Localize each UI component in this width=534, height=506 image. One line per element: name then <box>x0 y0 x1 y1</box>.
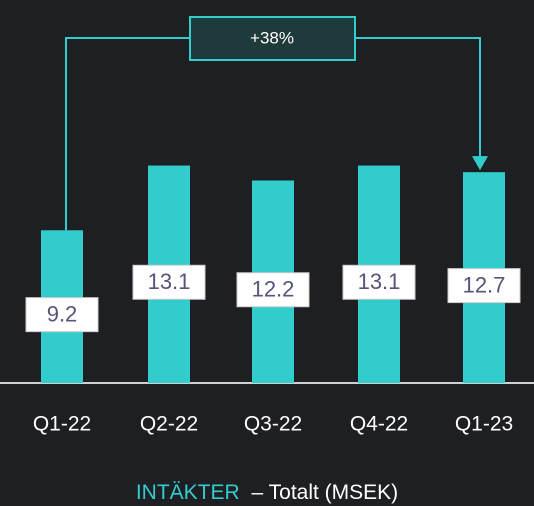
x-tick-label: Q2-22 <box>140 413 198 436</box>
annotation-box <box>189 16 356 61</box>
x-tick-label: Q1-22 <box>33 413 91 436</box>
series-label: INTÄKTER <box>136 481 240 504</box>
value-label: 13.1 <box>358 269 401 294</box>
value-label: 9.2 <box>47 301 78 326</box>
connector <box>355 37 481 161</box>
connector <box>65 37 190 231</box>
value-label-box <box>132 264 206 300</box>
value-label-box <box>342 264 416 300</box>
x-tick-label: Q3-22 <box>244 413 302 436</box>
axis-title: INTÄKTER – Totalt (MSEK) <box>136 481 398 504</box>
axis-label: – Totalt (MSEK) <box>252 481 399 504</box>
arrow-head <box>472 156 488 171</box>
value-label: 12.7 <box>463 272 506 297</box>
x-tick-label: Q1-23 <box>455 413 513 436</box>
value-label: 12.2 <box>252 277 295 302</box>
value-label: 13.1 <box>148 269 191 294</box>
x-tick-label: Q4-22 <box>350 413 408 436</box>
annotation: +38% <box>250 28 294 47</box>
value-label-box <box>236 272 310 308</box>
value-label-box <box>25 297 99 333</box>
value-label-box <box>447 268 521 304</box>
